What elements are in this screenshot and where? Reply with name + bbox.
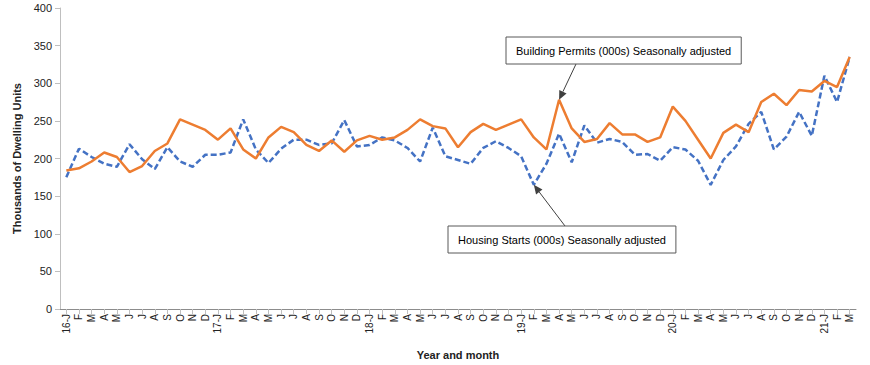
svg-text:250: 250 [34, 115, 52, 127]
svg-text:A: A [554, 314, 565, 321]
svg-text:A: A [604, 314, 615, 321]
svg-text:M: M [263, 314, 274, 322]
svg-text:Housing Starts (000s) Seasonal: Housing Starts (000s) Seasonally adjuste… [458, 234, 666, 246]
svg-text:Thousands of Dwelling Units: Thousands of Dwelling Units [11, 83, 23, 234]
svg-text:17-J: 17-J [212, 314, 223, 333]
svg-text:150: 150 [34, 190, 52, 202]
svg-text:F: F [680, 314, 691, 320]
svg-text:300: 300 [34, 77, 52, 89]
svg-text:50: 50 [40, 265, 52, 277]
svg-text:Building Permits (000s) Season: Building Permits (000s) Seasonally adjus… [516, 45, 731, 57]
svg-text:21-J: 21-J [819, 314, 830, 333]
svg-text:J: J [440, 314, 451, 319]
svg-text:S: S [617, 314, 628, 321]
svg-text:A: A [756, 314, 767, 321]
svg-text:M: M [86, 314, 97, 322]
svg-text:D: D [351, 314, 362, 321]
svg-text:200: 200 [34, 153, 52, 165]
svg-text:J: J [276, 314, 287, 319]
svg-text:Year and month: Year and month [417, 349, 500, 361]
svg-text:N: N [339, 314, 350, 321]
svg-text:M: M [415, 314, 426, 322]
svg-text:A: A [149, 314, 160, 321]
svg-text:M: M [541, 314, 552, 322]
svg-text:D: D [806, 314, 817, 321]
svg-text:S: S [162, 314, 173, 321]
svg-text:N: N [187, 314, 198, 321]
svg-text:O: O [781, 314, 792, 322]
svg-text:18-J: 18-J [364, 314, 375, 333]
svg-text:S: S [314, 314, 325, 321]
svg-text:F: F [73, 314, 84, 320]
svg-text:D: D [503, 314, 514, 321]
svg-text:M: M [238, 314, 249, 322]
svg-text:0: 0 [46, 303, 52, 315]
svg-text:F: F [225, 314, 236, 320]
svg-text:400: 400 [34, 2, 52, 14]
svg-text:D: D [655, 314, 666, 321]
svg-text:F: F [832, 314, 843, 320]
svg-text:20-J: 20-J [667, 314, 678, 333]
svg-text:A: A [705, 314, 716, 321]
svg-text:F: F [377, 314, 388, 320]
svg-text:S: S [465, 314, 476, 321]
svg-text:19-J: 19-J [516, 314, 527, 333]
svg-text:J: J [730, 314, 741, 319]
svg-text:J: J [427, 314, 438, 319]
svg-text:J: J [137, 314, 148, 319]
svg-text:A: A [250, 314, 261, 321]
svg-text:M: M [111, 314, 122, 322]
svg-text:100: 100 [34, 228, 52, 240]
svg-text:N: N [642, 314, 653, 321]
svg-text:O: O [175, 314, 186, 322]
svg-text:F: F [528, 314, 539, 320]
svg-text:J: J [288, 314, 299, 319]
svg-text:M: M [718, 314, 729, 322]
svg-text:A: A [402, 314, 413, 321]
svg-text:M: M [693, 314, 704, 322]
svg-text:J: J [124, 314, 135, 319]
svg-text:A: A [301, 314, 312, 321]
svg-text:350: 350 [34, 40, 52, 52]
svg-text:M: M [566, 314, 577, 322]
svg-text:O: O [629, 314, 640, 322]
svg-text:D: D [200, 314, 211, 321]
svg-text:A: A [453, 314, 464, 321]
svg-text:O: O [326, 314, 337, 322]
svg-text:J: J [579, 314, 590, 319]
svg-text:N: N [490, 314, 501, 321]
svg-text:M: M [844, 314, 855, 322]
svg-text:M: M [389, 314, 400, 322]
svg-text:J: J [591, 314, 602, 319]
svg-text:16-J: 16-J [61, 314, 72, 333]
svg-text:N: N [794, 314, 805, 321]
svg-text:S: S [768, 314, 779, 321]
svg-text:A: A [99, 314, 110, 321]
svg-text:J: J [743, 314, 754, 319]
svg-text:O: O [478, 314, 489, 322]
